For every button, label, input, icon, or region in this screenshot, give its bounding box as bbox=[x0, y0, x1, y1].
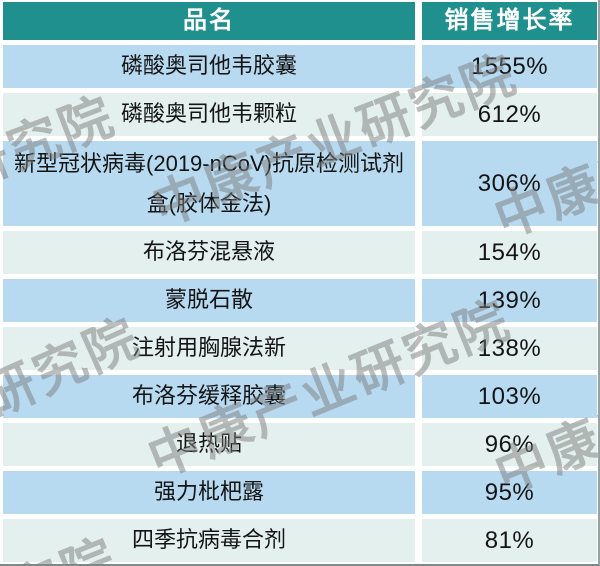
growth-rate-cell: 81% bbox=[422, 519, 597, 562]
growth-rate-cell: 612% bbox=[422, 93, 597, 136]
product-name-cell: 强力枇杷露 bbox=[3, 471, 415, 514]
growth-rate-cell: 95% bbox=[422, 471, 597, 514]
product-name-cell: 注射用胸腺法新 bbox=[3, 327, 415, 370]
header-growth-rate: 销售增长率 bbox=[422, 2, 597, 40]
product-name-cell: 布洛芬混悬液 bbox=[3, 231, 415, 274]
product-name-cell: 布洛芬缓释胶囊 bbox=[3, 375, 415, 418]
growth-rate-cell: 139% bbox=[422, 279, 597, 322]
product-name-cell: 蒙脱石散 bbox=[3, 279, 415, 322]
product-name-cell: 退热贴 bbox=[3, 423, 415, 466]
growth-rate-cell: 103% bbox=[422, 375, 597, 418]
header-product-name: 品名 bbox=[3, 2, 415, 40]
growth-rate-cell: 1555% bbox=[422, 45, 597, 88]
growth-rate-cell: 96% bbox=[422, 423, 597, 466]
growth-rate-cell: 138% bbox=[422, 327, 597, 370]
product-name-cell: 磷酸奥司他韦胶囊 bbox=[3, 45, 415, 88]
product-name-cell: 磷酸奥司他韦颗粒 bbox=[3, 93, 415, 136]
product-name-cell: 四季抗病毒合剂 bbox=[3, 519, 415, 562]
product-name-cell: 新型冠状病毒(2019-nCoV)抗原检测试剂盒(胶体金法) bbox=[3, 141, 415, 226]
growth-rate-cell: 306% bbox=[422, 141, 597, 226]
growth-rate-cell: 154% bbox=[422, 231, 597, 274]
